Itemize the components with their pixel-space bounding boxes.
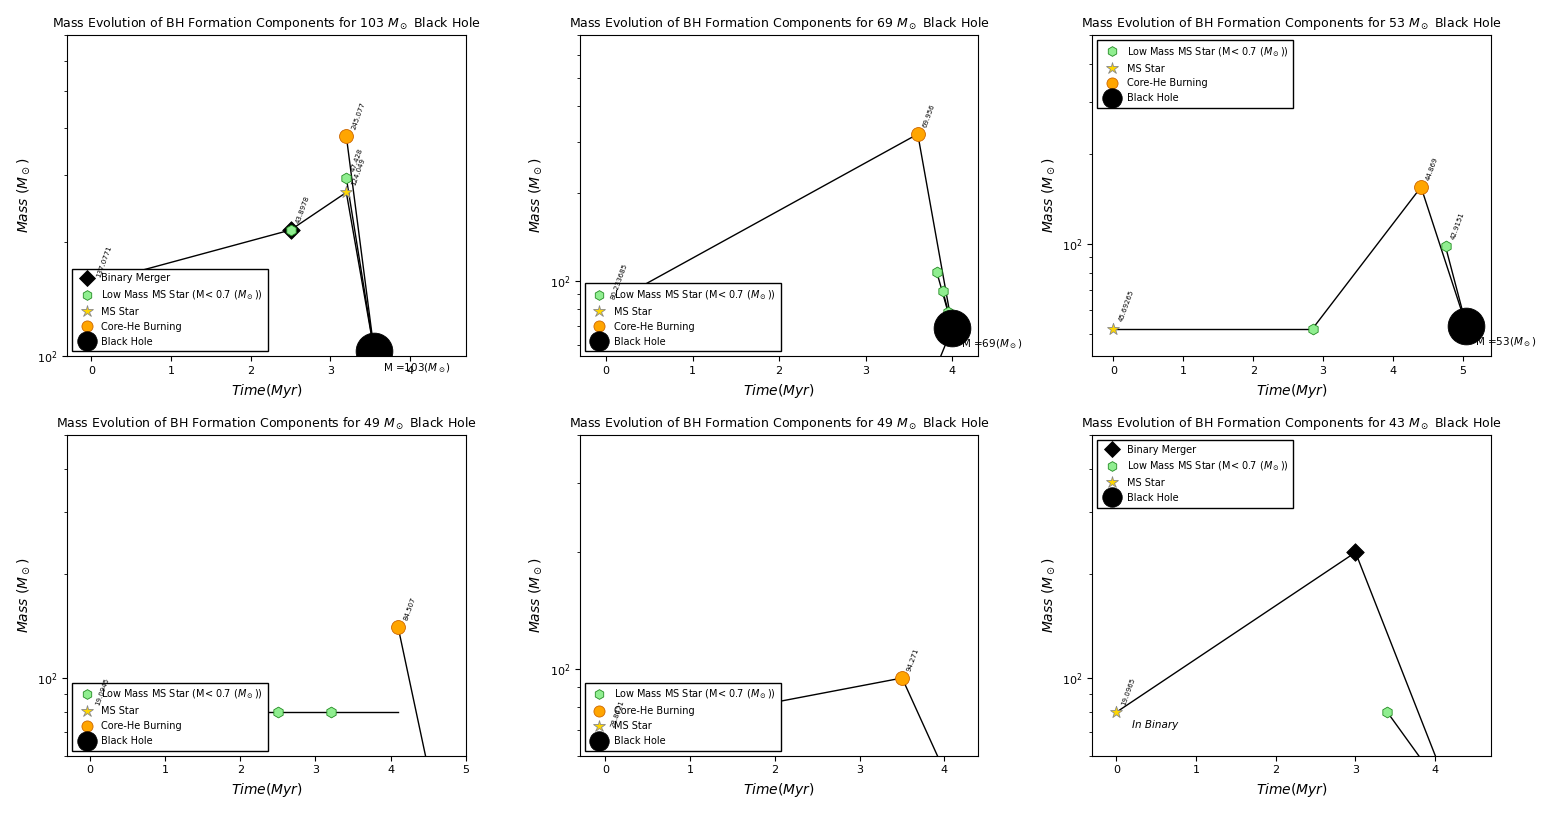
Legend: Low Mass MS Star (M< 0.7 $(M_\odot)$), MS Star, Core-He Burning, Black Hole: Low Mass MS Star (M< 0.7 $(M_\odot)$), M… xyxy=(71,683,269,751)
Point xyxy=(334,129,359,142)
Point xyxy=(940,783,965,796)
Y-axis label: $Mass\ (M_\odot)$: $Mass\ (M_\odot)$ xyxy=(16,558,31,633)
Point xyxy=(334,171,359,184)
Legend: Low Mass MS Star (M< 0.7 $(M_\odot)$), MS Star, Core-He Burning, Black Hole: Low Mass MS Star (M< 0.7 $(M_\odot)$), M… xyxy=(584,283,780,352)
Y-axis label: $Mass\ (M_\odot)$: $Mass\ (M_\odot)$ xyxy=(1040,558,1057,633)
Point xyxy=(420,780,444,793)
Y-axis label: $Mass\ (M_\odot)$: $Mass\ (M_\odot)$ xyxy=(527,558,544,633)
Y-axis label: $Mass\ (M_\odot)$: $Mass\ (M_\odot)$ xyxy=(1040,158,1057,234)
Point xyxy=(385,621,410,634)
Text: In Binary: In Binary xyxy=(1133,720,1178,730)
Point xyxy=(1442,799,1467,812)
X-axis label: $Time(Myr)$: $Time(Myr)$ xyxy=(230,781,303,799)
X-axis label: $Time(Myr)$: $Time(Myr)$ xyxy=(230,382,303,400)
Point xyxy=(213,706,238,719)
Legend: Binary Merger, Low Mass MS Star (M< 0.7 $(M_\odot)$), MS Star, Core-He Burning, : Binary Merger, Low Mass MS Star (M< 0.7 … xyxy=(71,269,269,352)
Text: 124.049: 124.049 xyxy=(351,157,367,186)
Text: 245.077: 245.077 xyxy=(351,101,367,130)
Title: Mass Evolution of BH Formation Components for 49 $M_\odot$ Black Hole: Mass Evolution of BH Formation Component… xyxy=(56,414,477,431)
Text: 28.8421: 28.8421 xyxy=(609,699,625,729)
Point xyxy=(1102,322,1127,335)
Point xyxy=(362,345,387,358)
Legend: Low Mass MS Star (M< 0.7 $(M_\odot)$), Core-He Burning, MS Star, Black Hole: Low Mass MS Star (M< 0.7 $(M_\odot)$), C… xyxy=(584,683,780,751)
Point xyxy=(79,278,104,291)
Point xyxy=(1103,706,1128,719)
Title: Mass Evolution of BH Formation Components for 69 $M_\odot$ Black Hole: Mass Evolution of BH Formation Component… xyxy=(569,15,990,32)
Point xyxy=(168,706,193,719)
Text: 42.9151: 42.9151 xyxy=(1450,212,1465,240)
Text: 45.69265: 45.69265 xyxy=(1117,289,1134,322)
Text: 94.271: 94.271 xyxy=(906,647,920,672)
Y-axis label: $Mass\ (M_\odot)$: $Mass\ (M_\odot)$ xyxy=(527,158,544,234)
Point xyxy=(931,285,956,298)
Point xyxy=(1433,240,1458,253)
Point xyxy=(401,805,426,814)
Text: M =103$(M_\odot)$: M =103$(M_\odot)$ xyxy=(382,361,451,374)
Text: 19.0945: 19.0945 xyxy=(95,677,110,707)
Legend: Low Mass MS Star (M< 0.7 $(M_\odot)$), MS Star, Core-He Burning, Black Hole: Low Mass MS Star (M< 0.7 $(M_\odot)$), M… xyxy=(1097,40,1293,108)
Point xyxy=(906,128,931,141)
Point xyxy=(918,374,943,387)
Text: 84.507: 84.507 xyxy=(402,597,416,622)
Point xyxy=(78,706,103,719)
X-axis label: $Time(Myr)$: $Time(Myr)$ xyxy=(1256,781,1327,799)
Point xyxy=(936,305,960,318)
X-axis label: $Time(Myr)$: $Time(Myr)$ xyxy=(743,781,816,799)
Text: In Binary: In Binary xyxy=(112,700,159,711)
Y-axis label: $Mass\ (M_\odot)$: $Mass\ (M_\odot)$ xyxy=(16,158,31,234)
Point xyxy=(278,224,303,237)
Point xyxy=(594,728,618,741)
Point xyxy=(334,186,359,199)
Text: M =53$(M_\odot)$: M =53$(M_\odot)$ xyxy=(1475,335,1537,349)
Text: In Binary: In Binary xyxy=(636,314,682,324)
Point xyxy=(1301,322,1326,335)
Legend: Binary Merger, Low Mass MS Star (M< 0.7 $(M_\odot)$), MS Star, Black Hole: Binary Merger, Low Mass MS Star (M< 0.7 … xyxy=(1097,440,1293,508)
Text: 80.233685: 80.233685 xyxy=(611,262,629,300)
Title: Mass Evolution of BH Formation Components for 103 $M_\odot$ Black Hole: Mass Evolution of BH Formation Component… xyxy=(53,15,482,32)
Point xyxy=(889,672,914,685)
Text: 19.0965: 19.0965 xyxy=(1120,676,1136,707)
Text: 47.428: 47.428 xyxy=(351,147,365,172)
Title: Mass Evolution of BH Formation Components for 49 $M_\odot$ Black Hole: Mass Evolution of BH Formation Component… xyxy=(569,414,990,431)
Point xyxy=(1375,706,1400,719)
Title: Mass Evolution of BH Formation Components for 53 $M_\odot$ Black Hole: Mass Evolution of BH Formation Component… xyxy=(1082,15,1503,32)
Text: 44.869: 44.869 xyxy=(1425,156,1439,182)
Text: M =69$(M_\odot)$: M =69$(M_\odot)$ xyxy=(960,337,1023,351)
Point xyxy=(266,706,291,719)
Point xyxy=(319,706,343,719)
Point xyxy=(123,706,148,719)
X-axis label: $Time(Myr)$: $Time(Myr)$ xyxy=(1256,382,1327,400)
Text: 69.956: 69.956 xyxy=(922,103,936,128)
Text: 137.0771: 137.0771 xyxy=(95,244,112,278)
Point xyxy=(925,265,949,278)
Text: In Binary: In Binary xyxy=(98,283,145,294)
Point xyxy=(1455,320,1479,333)
Point xyxy=(594,300,618,313)
Text: 43.8978: 43.8978 xyxy=(295,195,311,224)
Point xyxy=(1408,181,1433,194)
Title: Mass Evolution of BH Formation Components for 43 $M_\odot$ Black Hole: Mass Evolution of BH Formation Component… xyxy=(1082,414,1503,431)
X-axis label: $Time(Myr)$: $Time(Myr)$ xyxy=(743,382,816,400)
Point xyxy=(278,224,303,237)
Point xyxy=(940,321,965,334)
Point xyxy=(1343,546,1368,559)
